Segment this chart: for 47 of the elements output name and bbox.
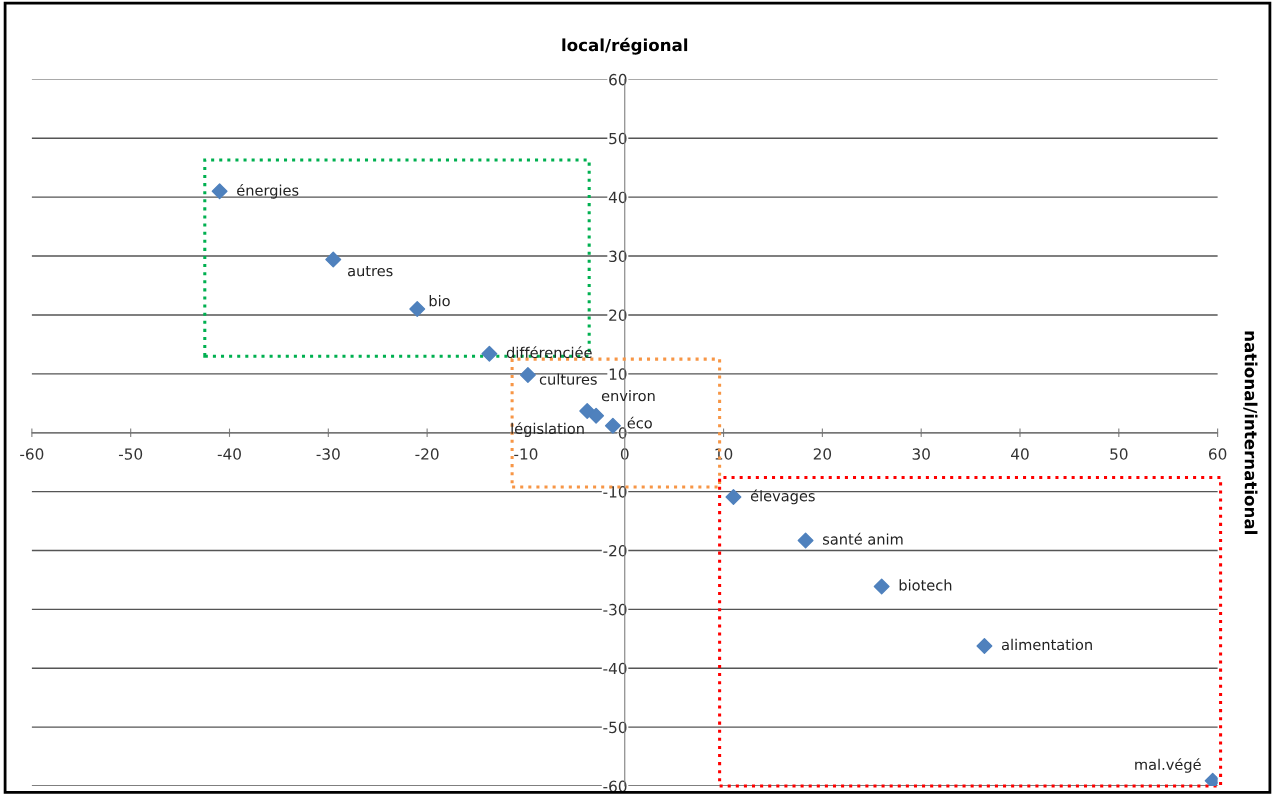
x-tick-label: 50 [1110, 448, 1128, 460]
x-tick-label: -60 [20, 448, 44, 460]
y-tick-label: -30 [603, 603, 627, 616]
x-tick-label: 20 [813, 448, 832, 460]
point [519, 367, 536, 383]
x-tick-label: 40 [1011, 448, 1029, 460]
y-tick-label: 30 [609, 250, 627, 263]
y-tick-label: 10 [609, 368, 627, 380]
point [604, 417, 621, 434]
x-tick-label: -10 [514, 448, 538, 460]
point [873, 578, 890, 595]
y-tick-label: -40 [603, 662, 627, 675]
x-tick-label: -30 [316, 448, 340, 460]
annotation: différenciée [506, 346, 592, 359]
annotation: autres [348, 265, 393, 277]
y-tick-label: 20 [609, 309, 627, 321]
annotation: élevages [750, 489, 815, 505]
y-tick-label: 40 [608, 191, 627, 204]
y-tick-label: -20 [603, 544, 627, 557]
point [725, 488, 742, 505]
annotation: éco [627, 416, 652, 429]
x-tick-label: -20 [415, 448, 439, 460]
annotation: alimentation [1001, 638, 1092, 651]
point [211, 183, 228, 200]
text: national/international [1243, 331, 1258, 534]
annotation: mal.végé [1135, 758, 1201, 773]
x-tick-label: 30 [912, 448, 930, 460]
x-tick-label: -40 [217, 448, 241, 460]
annotation: cultures [539, 373, 597, 385]
y-tick-label: 60 [609, 73, 627, 86]
y-axis-title: local/régional [562, 37, 688, 55]
y-tick-label: -50 [603, 721, 627, 734]
point [481, 345, 498, 362]
point [797, 532, 814, 549]
annotation: bio [429, 295, 450, 307]
point [409, 301, 426, 318]
annotation: biotech [899, 579, 952, 591]
annotation: santé anim [823, 532, 903, 545]
y-tick-label: 50 [609, 132, 627, 145]
annotation: environ [601, 390, 655, 402]
x-tick-label: 60 [1208, 448, 1227, 460]
x-tick-label: -50 [118, 448, 143, 460]
y-tick-label: -10 [603, 486, 627, 498]
point [976, 637, 993, 654]
point [325, 251, 342, 268]
annotation: énergies [237, 183, 299, 199]
point [588, 407, 605, 424]
